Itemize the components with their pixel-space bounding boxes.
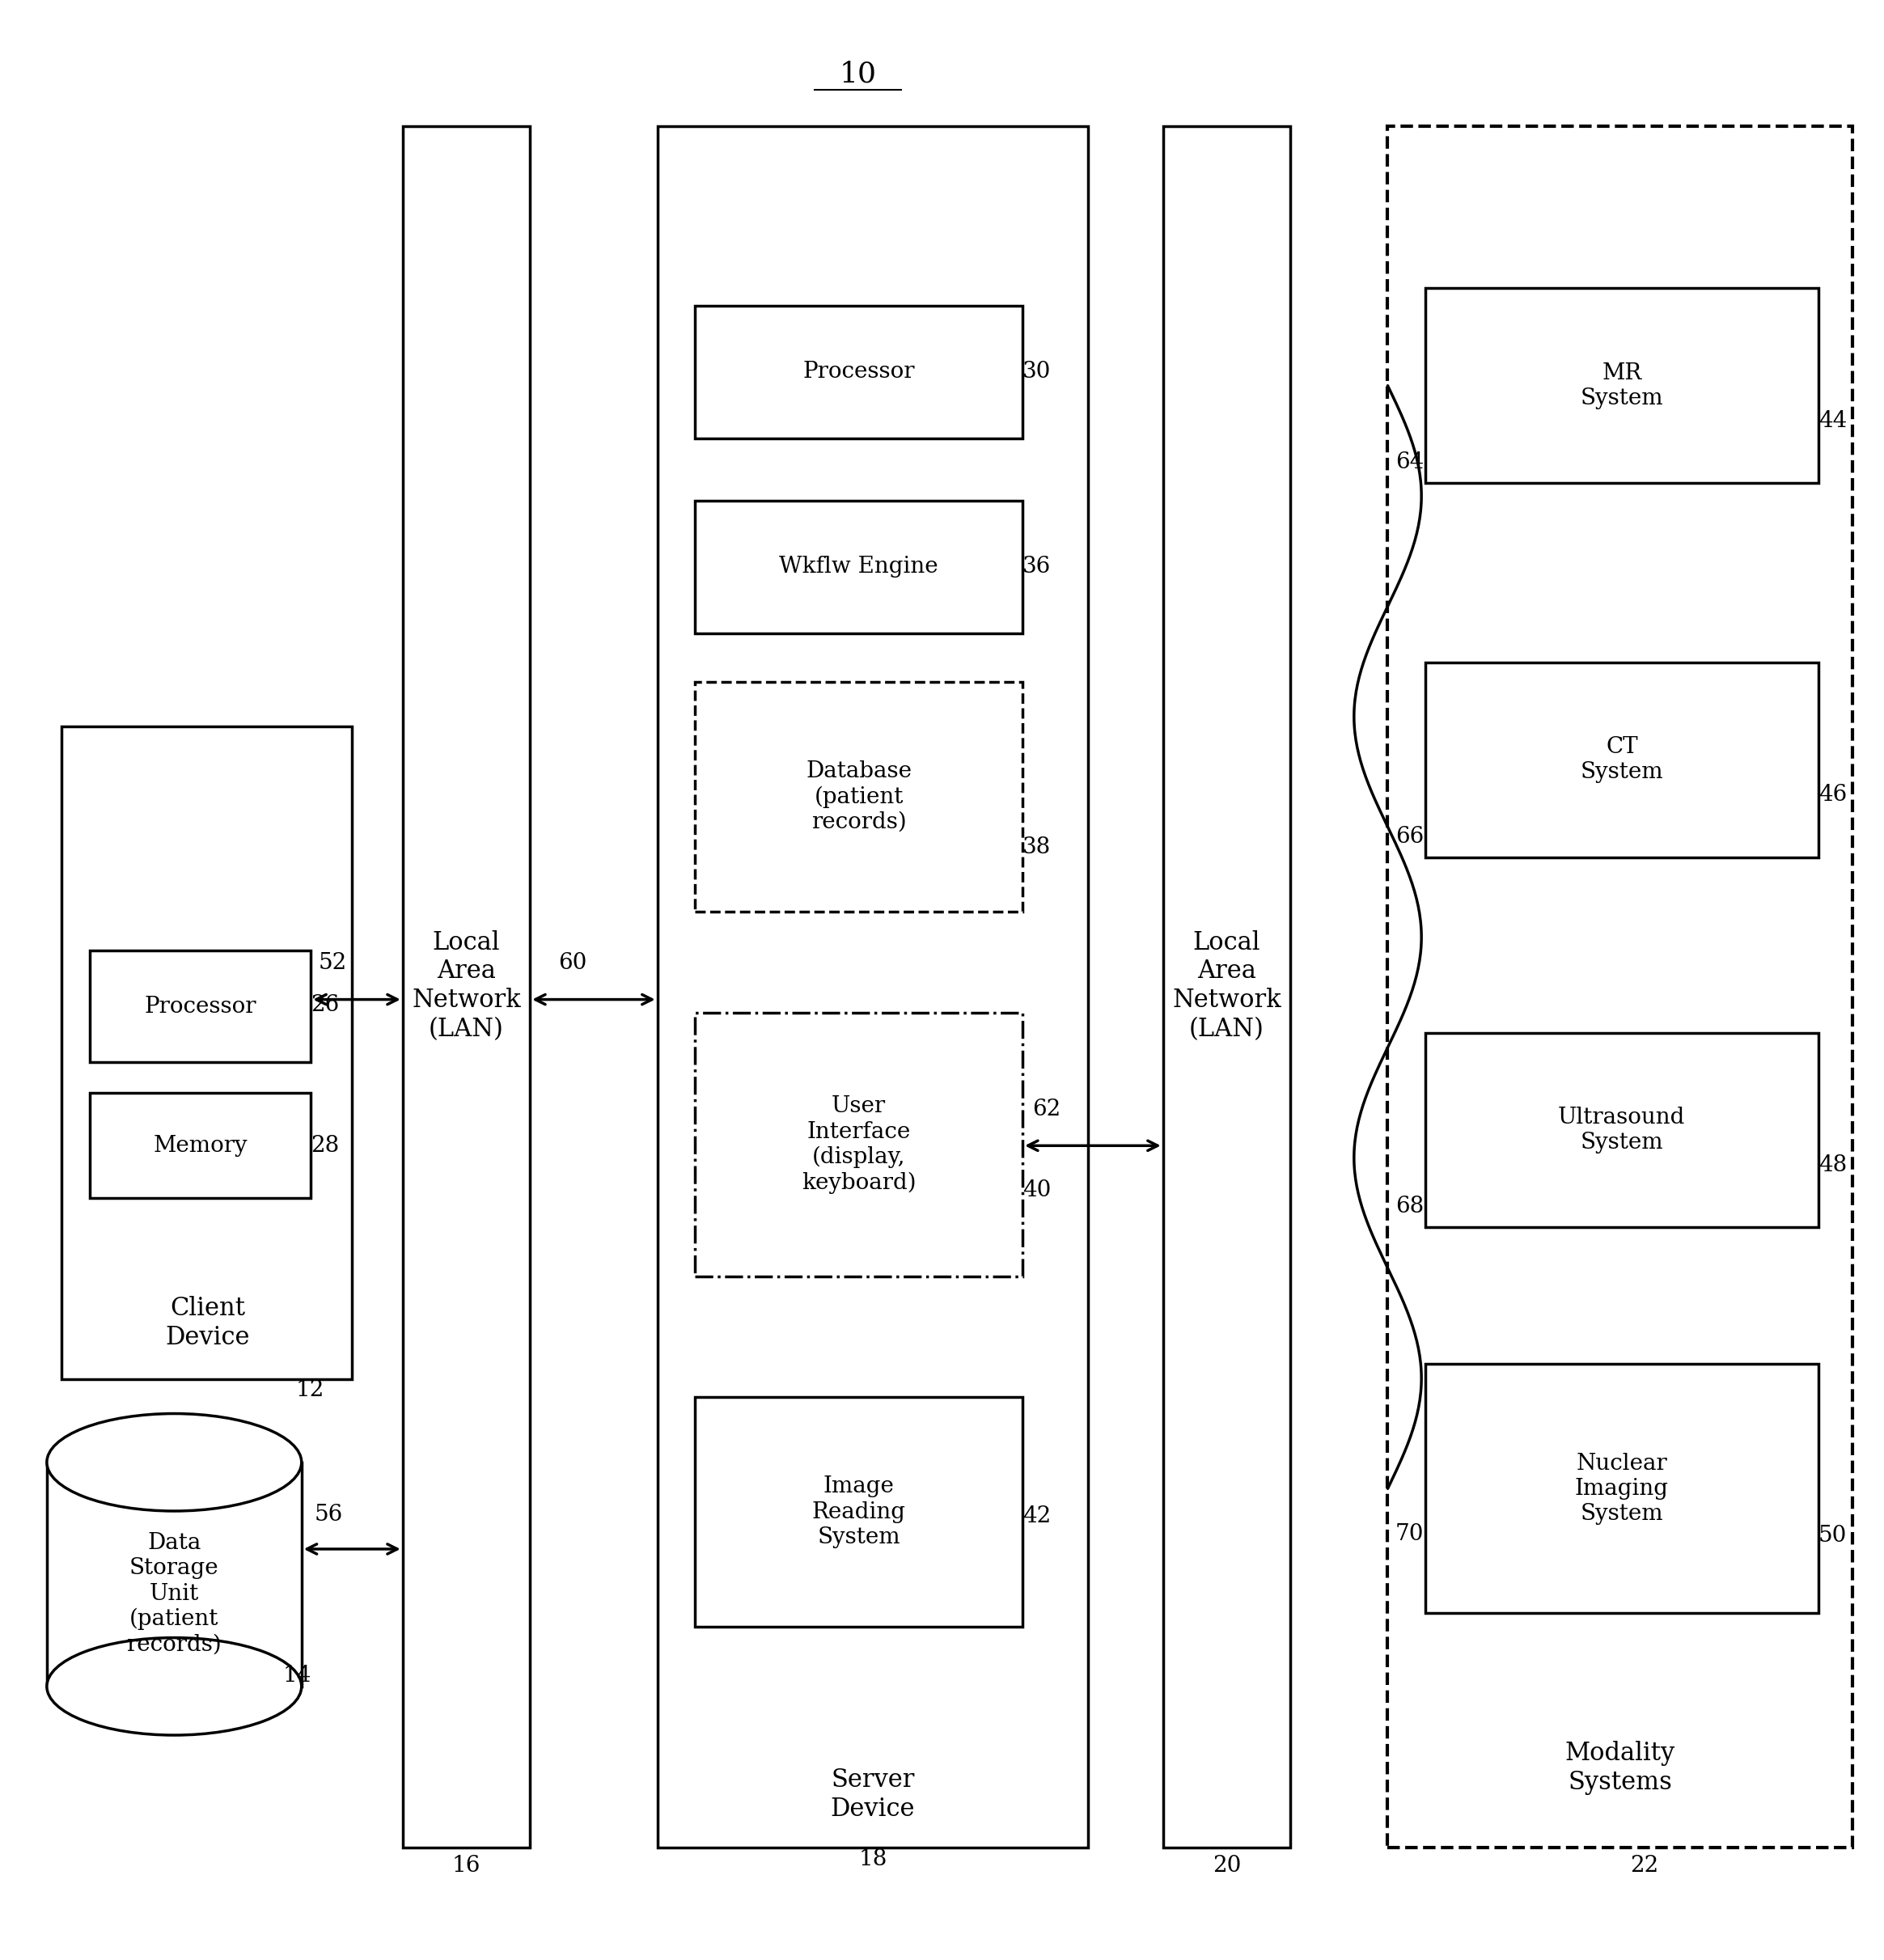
Text: MR
System: MR System <box>1581 363 1664 410</box>
Text: 60: 60 <box>558 953 586 974</box>
Bar <box>403 127 529 1846</box>
Text: Image
Reading
System: Image Reading System <box>812 1476 906 1548</box>
Text: CT
System: CT System <box>1581 737 1664 784</box>
Text: 28: 28 <box>311 1135 339 1156</box>
Text: 38: 38 <box>1023 837 1051 858</box>
Text: 22: 22 <box>1630 1854 1658 1876</box>
Text: 44: 44 <box>1818 410 1846 431</box>
Text: 66: 66 <box>1396 825 1424 847</box>
Bar <box>1424 1364 1818 1613</box>
Text: 42: 42 <box>1023 1505 1051 1527</box>
Text: 10: 10 <box>838 61 876 88</box>
Text: 62: 62 <box>1032 1098 1061 1121</box>
Text: 50: 50 <box>1818 1525 1846 1546</box>
Text: 48: 48 <box>1818 1154 1846 1176</box>
Ellipse shape <box>47 1413 301 1511</box>
Bar <box>695 682 1023 911</box>
Text: 26: 26 <box>311 994 339 1015</box>
Bar <box>1424 1033 1818 1227</box>
Bar <box>1424 662 1818 857</box>
Text: 46: 46 <box>1818 784 1846 806</box>
Text: 52: 52 <box>318 953 347 974</box>
Text: Ultrasound
System: Ultrasound System <box>1558 1107 1686 1154</box>
Text: Data
Storage
Unit
(patient
records): Data Storage Unit (patient records) <box>126 1533 222 1656</box>
Bar <box>695 500 1023 633</box>
Bar <box>1389 127 1852 1846</box>
Text: 14: 14 <box>283 1664 311 1688</box>
Bar <box>62 727 352 1380</box>
Text: 56: 56 <box>315 1503 343 1525</box>
Text: 18: 18 <box>859 1848 887 1870</box>
Bar <box>658 127 1089 1846</box>
Text: 16: 16 <box>452 1854 480 1876</box>
Ellipse shape <box>47 1639 301 1735</box>
Text: Processor: Processor <box>803 361 914 382</box>
Text: 12: 12 <box>296 1380 324 1401</box>
Text: 36: 36 <box>1023 557 1051 578</box>
Text: Memory: Memory <box>153 1135 247 1156</box>
Bar <box>1424 288 1818 482</box>
Text: Local
Area
Network
(LAN): Local Area Network (LAN) <box>1172 929 1281 1043</box>
Bar <box>90 951 311 1062</box>
Bar <box>90 1094 311 1198</box>
Bar <box>695 306 1023 439</box>
Text: 68: 68 <box>1396 1196 1424 1217</box>
Text: Database
(patient
records): Database (patient records) <box>806 760 912 833</box>
Text: 30: 30 <box>1023 361 1051 382</box>
Text: 40: 40 <box>1023 1180 1051 1201</box>
Text: User
Interface
(display,
keyboard): User Interface (display, keyboard) <box>801 1096 916 1194</box>
Text: Wkflw Engine: Wkflw Engine <box>780 557 938 578</box>
Text: 20: 20 <box>1211 1854 1242 1876</box>
Text: Nuclear
Imaging
System: Nuclear Imaging System <box>1575 1452 1669 1525</box>
Text: 70: 70 <box>1396 1523 1424 1544</box>
Bar <box>1162 127 1291 1846</box>
Text: Client
Device: Client Device <box>166 1296 251 1350</box>
Text: Modality
Systems: Modality Systems <box>1566 1740 1675 1795</box>
Bar <box>695 1397 1023 1627</box>
Text: 64: 64 <box>1396 451 1424 472</box>
Text: Server
Device: Server Device <box>831 1768 916 1823</box>
Text: Local
Area
Network
(LAN): Local Area Network (LAN) <box>413 929 520 1043</box>
Bar <box>695 1013 1023 1276</box>
Text: Processor: Processor <box>145 996 256 1017</box>
